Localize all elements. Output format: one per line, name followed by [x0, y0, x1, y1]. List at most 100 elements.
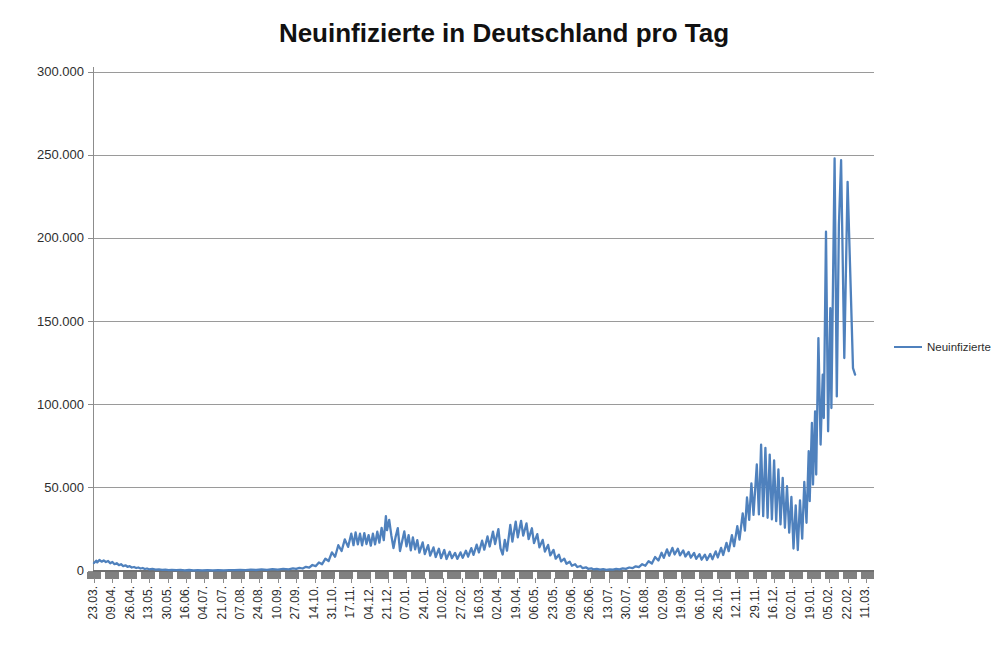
series-line-neuinfizierte: [94, 159, 855, 571]
x-axis-tick: [333, 578, 334, 583]
x-axis-label: 13.05.: [142, 586, 155, 619]
x-axis-label: 10.02.: [436, 586, 449, 619]
x-axis-label: 16.12.: [767, 586, 780, 619]
x-axis-label: 16.08.: [638, 586, 651, 619]
x-axis-tick: [719, 578, 720, 583]
x-axis-tick: [609, 578, 610, 583]
x-axis-tick: [149, 578, 150, 583]
y-axis-label: 150.000: [22, 314, 84, 330]
legend-label: Neuinfizierte: [927, 341, 991, 353]
x-axis-tick: [425, 578, 426, 583]
x-axis-tick: [351, 578, 352, 583]
x-axis-label: 10.09.: [271, 586, 284, 619]
x-axis-tick: [296, 578, 297, 583]
x-axis-label: 02.04.: [491, 586, 504, 619]
x-axis-tick: [535, 578, 536, 583]
x-axis-label: 21.07.: [216, 586, 229, 619]
x-axis-label: 26.10.: [712, 586, 725, 619]
x-axis-label: 02.09.: [657, 586, 670, 619]
x-axis-tick: [94, 578, 95, 583]
x-axis-label: 27.02.: [455, 586, 468, 619]
x-axis-tick: [186, 578, 187, 583]
x-axis-tick: [848, 578, 849, 583]
x-axis-label: 23.05.: [547, 586, 560, 619]
x-axis-tick: [388, 578, 389, 583]
x-axis-label: 17.11.: [344, 586, 357, 618]
x-axis-tick: [554, 578, 555, 583]
x-axis-label: 09.06.: [565, 586, 578, 619]
x-axis-tick: [112, 578, 113, 583]
x-axis-tick: [462, 578, 463, 583]
x-axis-label: 27.09.: [289, 586, 302, 619]
x-axis-tick: [572, 578, 573, 583]
x-axis-tick: [664, 578, 665, 583]
x-axis-tick: [480, 578, 481, 583]
gridline: [93, 238, 874, 239]
x-axis-label: 02.01.: [785, 586, 798, 619]
x-axis-tick: [498, 578, 499, 583]
gridline: [93, 404, 874, 405]
x-axis-tick: [792, 578, 793, 583]
x-axis-tick: [590, 578, 591, 583]
x-axis-tick: [443, 578, 444, 583]
series-line-layer: [0, 0, 1008, 645]
x-axis-label: 24.08.: [252, 586, 265, 619]
x-axis-label: 24.01.: [418, 586, 431, 619]
y-axis-label: 200.000: [22, 230, 84, 246]
x-axis-tick: [517, 578, 518, 583]
y-axis-label: 300.000: [22, 64, 84, 80]
y-axis-line: [93, 67, 94, 577]
x-axis-tick: [168, 578, 169, 583]
x-axis-tick: [278, 578, 279, 583]
x-axis-label: 07.01.: [399, 586, 412, 619]
x-axis-tick: [627, 578, 628, 583]
gridline: [93, 321, 874, 322]
y-axis-label: 50.000: [22, 480, 84, 496]
x-axis-label: 29.11.: [749, 586, 762, 618]
x-axis-tick: [315, 578, 316, 583]
x-axis-tick: [259, 578, 260, 583]
gridline: [93, 487, 874, 488]
x-axis-tick: [701, 578, 702, 583]
x-axis-label: 31.10.: [326, 586, 339, 619]
x-axis-label: 26.04.: [124, 586, 137, 619]
x-axis-label: 09.04.: [105, 586, 118, 619]
x-axis-tick: [645, 578, 646, 583]
x-axis-label: 14.10.: [308, 586, 321, 619]
y-axis-label: 0: [22, 563, 84, 579]
gridline: [93, 155, 874, 156]
x-axis-tick: [866, 578, 867, 583]
x-axis-label: 21.12.: [381, 586, 394, 619]
x-axis-label: 16.06.: [179, 586, 192, 619]
x-axis-label: 30.07.: [620, 586, 633, 619]
y-axis-label: 100.000: [22, 397, 84, 413]
x-axis-tick: [223, 578, 224, 583]
x-axis-tick: [131, 578, 132, 583]
gridline: [93, 72, 874, 73]
x-axis-label: 23.03.: [87, 586, 100, 619]
x-axis-label: 19.09.: [675, 586, 688, 619]
y-axis-label: 250.000: [22, 147, 84, 163]
chart-title: Neuinfizierte in Deutschland pro Tag: [0, 18, 1008, 49]
x-axis-label: 11.03.: [859, 586, 872, 618]
x-axis-label: 05.02.: [822, 586, 835, 619]
x-axis-tick: [756, 578, 757, 583]
x-axis-tick: [241, 578, 242, 583]
legend[interactable]: Neuinfizierte: [894, 341, 991, 353]
x-axis-tick: [406, 578, 407, 583]
x-axis-label: 22.02.: [841, 586, 854, 619]
x-axis-label: 12.11.: [730, 586, 743, 618]
x-axis-tick: [370, 578, 371, 583]
x-axis-tick: [829, 578, 830, 583]
x-axis-label: 07.08.: [234, 586, 247, 619]
x-axis-label: 19.01.: [804, 586, 817, 619]
x-axis-label: 16.03.: [473, 586, 486, 619]
x-axis-tick: [204, 578, 205, 583]
legend-line-swatch: [894, 346, 922, 348]
x-axis-label: 04.12.: [363, 586, 376, 619]
x-axis-label: 06.05.: [528, 586, 541, 619]
x-axis-tick: [737, 578, 738, 583]
x-axis-label: 26.06.: [583, 586, 596, 619]
x-axis-tick: [811, 578, 812, 583]
x-axis-tick: [774, 578, 775, 583]
